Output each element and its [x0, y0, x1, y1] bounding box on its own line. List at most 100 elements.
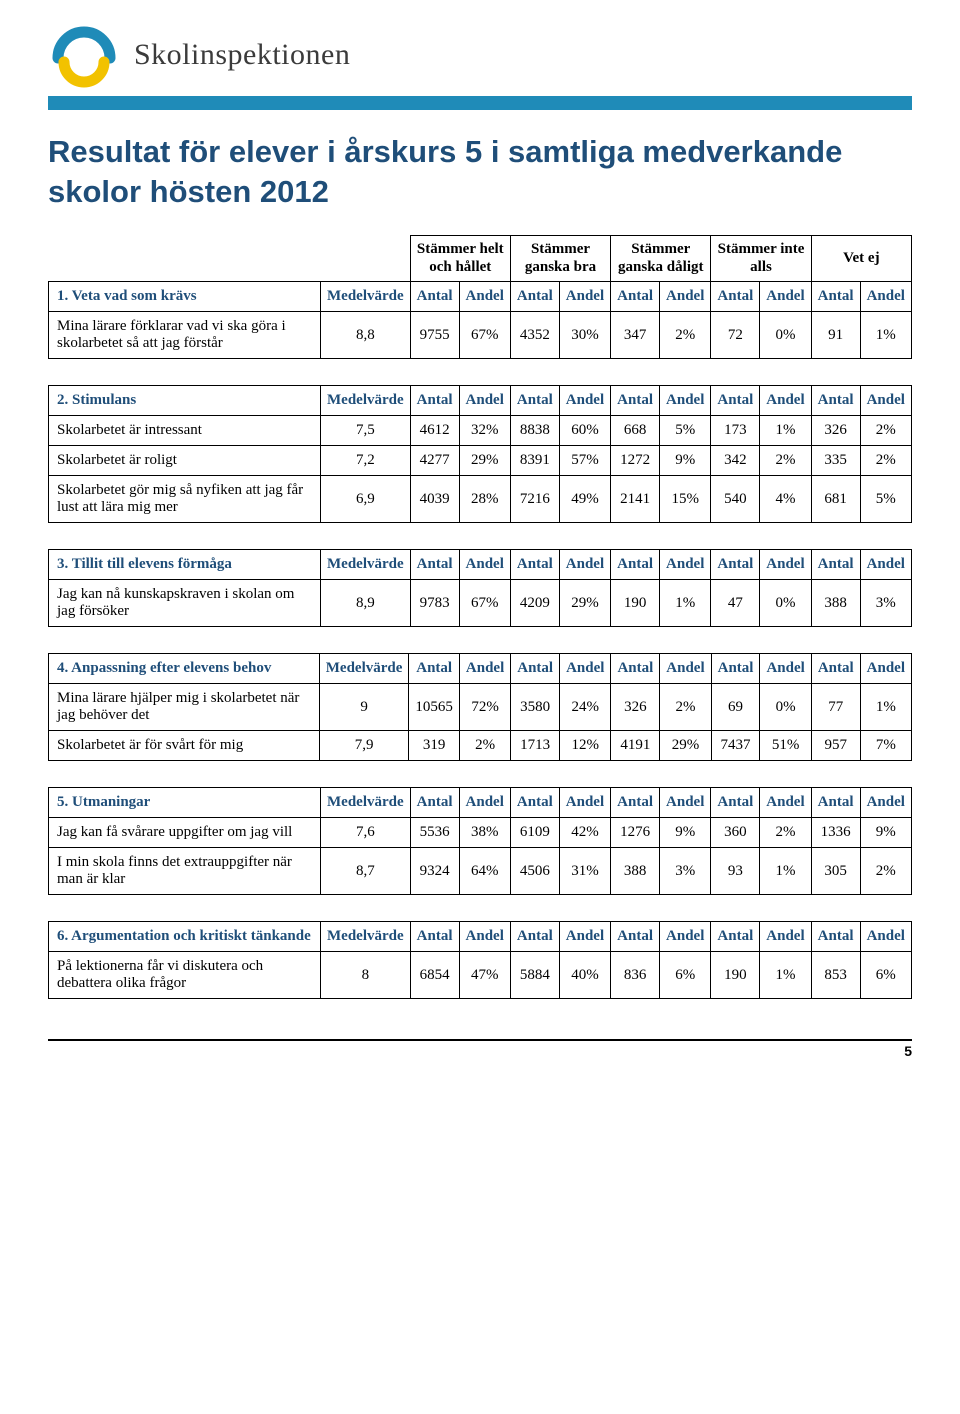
data-cell: 7216: [510, 476, 559, 523]
data-cell: 67%: [459, 580, 510, 627]
andel-header: Andel: [660, 386, 711, 416]
data-cell: 836: [611, 952, 660, 999]
section-heading: 5. Utmaningar: [49, 788, 321, 818]
result-table: 3. Tillit till elevens förmågaMedelvärde…: [48, 549, 912, 627]
row-label: Skolarbetet gör mig så nyfiken att jag f…: [49, 476, 321, 523]
data-cell: 5%: [860, 476, 911, 523]
antal-header: Antal: [811, 788, 860, 818]
andel-header: Andel: [459, 386, 510, 416]
data-cell: 3580: [511, 684, 560, 731]
data-cell: 1%: [760, 952, 811, 999]
data-cell: 4%: [760, 476, 811, 523]
andel-header: Andel: [559, 282, 610, 312]
antal-header: Antal: [611, 654, 660, 684]
data-cell: 24%: [560, 684, 611, 731]
antal-header: Antal: [510, 550, 559, 580]
medel-header: Medelvärde: [321, 788, 411, 818]
data-cell: 49%: [559, 476, 610, 523]
data-cell: 4039: [410, 476, 459, 523]
data-cell: 30%: [559, 312, 610, 359]
data-cell: 6%: [660, 952, 711, 999]
antal-header: Antal: [611, 922, 660, 952]
data-cell: 668: [611, 416, 660, 446]
data-cell: 51%: [760, 731, 811, 761]
medel-header: Medelvärde: [321, 282, 411, 312]
andel-header: Andel: [760, 550, 811, 580]
medel-header: Medelvärde: [321, 550, 411, 580]
result-table: 2. StimulansMedelvärdeAntalAndelAntalAnd…: [48, 385, 912, 523]
data-cell: 3%: [660, 848, 711, 895]
data-cell: 360: [711, 818, 760, 848]
data-cell: 40%: [559, 952, 610, 999]
data-cell: 29%: [459, 446, 510, 476]
medel-value: 7,5: [321, 416, 411, 446]
data-cell: 28%: [459, 476, 510, 523]
row-label: I min skola finns det extrauppgifter när…: [49, 848, 321, 895]
data-cell: 9783: [410, 580, 459, 627]
antal-header: Antal: [811, 282, 860, 312]
antal-header: Antal: [611, 282, 660, 312]
andel-header: Andel: [860, 922, 911, 952]
andel-header: Andel: [760, 386, 811, 416]
section-heading: 2. Stimulans: [49, 386, 321, 416]
data-cell: 4191: [611, 731, 660, 761]
logo-arc-icon: [48, 22, 120, 88]
data-cell: 4277: [410, 446, 459, 476]
data-cell: 2%: [860, 848, 911, 895]
antal-header: Antal: [410, 922, 459, 952]
antal-header: Antal: [510, 282, 559, 312]
data-cell: 0%: [760, 684, 811, 731]
data-cell: 190: [711, 952, 760, 999]
data-cell: 853: [811, 952, 860, 999]
data-cell: 2%: [660, 684, 711, 731]
brand-name: Skolinspektionen: [134, 38, 350, 72]
data-cell: 72%: [459, 684, 510, 731]
data-cell: 1%: [860, 684, 911, 731]
data-cell: 29%: [559, 580, 610, 627]
data-cell: 4352: [510, 312, 559, 359]
data-cell: 190: [611, 580, 660, 627]
medel-value: 6,9: [321, 476, 411, 523]
data-cell: 6%: [860, 952, 911, 999]
row-label: På lektionerna får vi diskutera och deba…: [49, 952, 321, 999]
medel-value: 8,8: [321, 312, 411, 359]
data-cell: 0%: [760, 312, 811, 359]
data-cell: 6854: [410, 952, 459, 999]
data-cell: 57%: [559, 446, 610, 476]
data-cell: 305: [811, 848, 860, 895]
andel-header: Andel: [760, 922, 811, 952]
data-cell: 1276: [611, 818, 660, 848]
data-cell: 9755: [410, 312, 459, 359]
antal-header: Antal: [711, 654, 760, 684]
row-label: Mina lärare förklarar vad vi ska göra i …: [49, 312, 321, 359]
data-cell: 91: [811, 312, 860, 359]
data-cell: 42%: [559, 818, 610, 848]
data-cell: 335: [811, 446, 860, 476]
data-cell: 540: [711, 476, 760, 523]
result-table: 5. UtmaningarMedelvärdeAntalAndelAntalAn…: [48, 787, 912, 895]
data-cell: 5%: [660, 416, 711, 446]
antal-header: Antal: [410, 550, 459, 580]
data-cell: 64%: [459, 848, 510, 895]
data-cell: 681: [811, 476, 860, 523]
column-group-header: Stämmer ganska dåligt: [611, 235, 711, 282]
andel-header: Andel: [560, 654, 611, 684]
medel-header: Medelvärde: [321, 386, 411, 416]
data-cell: 4209: [510, 580, 559, 627]
andel-header: Andel: [559, 788, 610, 818]
medel-header: Medelvärde: [319, 654, 409, 684]
data-cell: 9%: [860, 818, 911, 848]
data-cell: 2%: [860, 416, 911, 446]
antal-header: Antal: [611, 386, 660, 416]
antal-header: Antal: [510, 922, 559, 952]
antal-header: Antal: [611, 788, 660, 818]
data-cell: 173: [711, 416, 760, 446]
andel-header: Andel: [860, 654, 911, 684]
antal-header: Antal: [510, 788, 559, 818]
row-label: Jag kan nå kunskapskraven i skolan om ja…: [49, 580, 321, 627]
andel-header: Andel: [860, 788, 911, 818]
data-cell: 326: [811, 416, 860, 446]
data-cell: 47: [711, 580, 760, 627]
data-cell: 2%: [459, 731, 510, 761]
medel-value: 8,7: [321, 848, 411, 895]
